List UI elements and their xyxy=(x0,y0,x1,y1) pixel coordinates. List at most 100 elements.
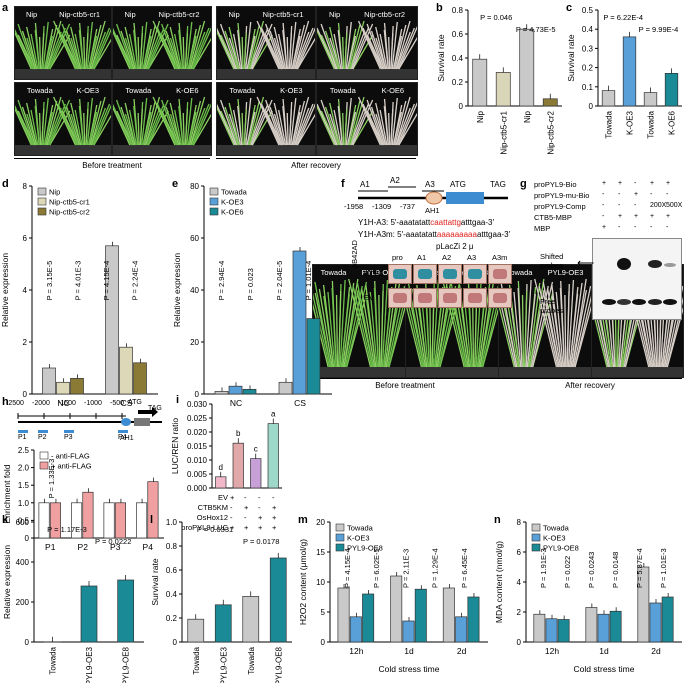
y-tick-label: 0.010 xyxy=(187,456,208,465)
x-tick-label: P1 xyxy=(45,542,56,552)
p-value-annotation: P = 0.0331 xyxy=(197,525,233,534)
region-a1: A1 xyxy=(360,180,370,189)
x-axis-label: Cold stress time xyxy=(379,664,440,674)
legend-swatch xyxy=(335,543,345,552)
y-tick-label: 0 xyxy=(517,638,522,647)
y-tick-label: 8 xyxy=(23,182,28,191)
legend-label: Nip-ctb5-cr1 xyxy=(49,198,90,207)
p-value-annotation: P = 1.17E-3 xyxy=(47,525,87,534)
y-tick-label: 60 xyxy=(190,234,199,243)
y-axis-label: Relative expression xyxy=(2,545,12,619)
emsa-cell: - xyxy=(618,202,621,209)
bar xyxy=(133,362,147,395)
y1h-spot xyxy=(388,264,412,284)
bar xyxy=(228,385,243,395)
bar xyxy=(467,596,480,643)
panel-label-b: b xyxy=(436,2,443,14)
pos-1309: -1309 xyxy=(372,202,392,211)
y-tick-label: 0 xyxy=(195,390,200,399)
photo-label-right: K-OE6 xyxy=(176,86,199,95)
y1h-spot xyxy=(488,264,512,284)
y-axis-label: Survival rate xyxy=(436,34,446,82)
x-tick-label: CS xyxy=(121,398,133,408)
bar xyxy=(187,618,205,643)
bar xyxy=(649,602,662,643)
x-tick-label: Nip-ctb5-cr1 xyxy=(499,110,508,154)
x-tick-label: Towada xyxy=(605,110,614,138)
bar xyxy=(114,502,126,539)
bar xyxy=(103,502,115,539)
region-a2: A2 xyxy=(390,176,400,185)
bar xyxy=(637,566,650,643)
y1h-col-label: pro xyxy=(392,253,403,262)
y-tick-label: 0.5 xyxy=(582,6,594,15)
x-tick-label: 12h xyxy=(349,646,363,656)
x-axis-label: Cold stress time xyxy=(574,664,635,674)
bar xyxy=(455,616,468,643)
p-value-annotation: P = 4.15E-4 xyxy=(102,261,111,301)
p-value-annotation: P = 2.04E-5 xyxy=(275,261,284,301)
y1h-spot xyxy=(413,264,437,284)
legend-swatch xyxy=(335,533,345,542)
y1h-row-label: CTB5 xyxy=(364,269,384,278)
bar xyxy=(49,502,61,539)
y1h-spot xyxy=(488,288,512,308)
legend-label: Towada xyxy=(221,188,248,197)
y-tick-label: 2 xyxy=(517,608,522,617)
legend-swatch xyxy=(531,543,541,552)
emsa-row-label: proPYL9-Bio xyxy=(534,180,577,189)
bar xyxy=(117,579,135,643)
y-tick-label: 2 xyxy=(23,338,28,347)
x-tick-label: P2 xyxy=(78,542,89,552)
bar xyxy=(269,557,287,643)
y-axis-label: LUC/REN ratio xyxy=(170,418,180,474)
y-tick-label: 0 xyxy=(23,390,28,399)
luc-cell: + xyxy=(230,493,235,502)
p-value-annotation: P = 6.22E-4 xyxy=(603,13,643,22)
y-tick-label: 15 xyxy=(316,548,325,557)
panel-label-i: i xyxy=(176,394,180,406)
promoter-tick: -500 xyxy=(110,400,125,407)
h-ah1: AH1 xyxy=(120,435,134,442)
photo-label-right: Nip-ctb5-cr1 xyxy=(59,10,101,19)
luc-row-label: proPYL9-LUC xyxy=(181,523,228,532)
p-value-annotation: P = 1.91E-3 xyxy=(539,548,548,588)
photo-label-right: K-OE3 xyxy=(280,86,303,95)
probe-label: P2 xyxy=(38,434,47,441)
x-tick-label: NC xyxy=(57,398,69,408)
luc-table: EV + - - - CTB5KM - + - + OsHox12- - + + proPYL9-LUC + +… xyxy=(180,493,290,533)
panel-label-f: f xyxy=(341,178,345,190)
emsa-row-label: CTB5-MBP xyxy=(534,213,572,222)
emsa-cell: + xyxy=(650,180,655,187)
significance-letter: c xyxy=(254,445,258,454)
p-value-annotation: P = 2.94E-4 xyxy=(217,261,226,301)
legend-swatch xyxy=(39,461,49,470)
x-tick-label: P4 xyxy=(143,542,154,552)
legend-label: Nip xyxy=(49,188,60,197)
legend-label: K-OE6 xyxy=(221,208,244,217)
emsa-cell: + xyxy=(634,213,639,220)
photo-label-right: Nip-ctb5-cr2 xyxy=(158,10,200,19)
bar xyxy=(214,604,232,643)
probe-label: P4 xyxy=(118,434,127,441)
y-axis-label: Enrichment fold xyxy=(2,464,12,523)
y-tick-label: 0.000 xyxy=(187,484,208,493)
y-axis-label: Relative expression xyxy=(0,253,10,327)
significance-letter: a xyxy=(271,410,276,419)
plant-photo: Nip Nip-ctb5-cr1 xyxy=(216,6,316,80)
p-value-annotation: P = 4.01E-3 xyxy=(74,261,83,301)
x-tick-label: 2d xyxy=(457,646,467,656)
x-tick-label: P3 xyxy=(110,542,121,552)
plasmid-label: pLacZi 2 μ xyxy=(436,242,474,251)
emsa-cell: + xyxy=(666,213,671,220)
panel-label-l: l xyxy=(150,514,154,526)
luc-row-label: EV xyxy=(217,493,228,502)
p-value-annotation: P = 1.01E-3 xyxy=(659,548,668,588)
legend-swatch xyxy=(209,187,219,196)
photo-label-left: Towada xyxy=(125,86,152,95)
y-tick-label: 600 xyxy=(16,518,30,527)
photo-label-left: Towada xyxy=(229,86,256,95)
bar xyxy=(442,587,455,643)
y-tick-label: 0.3 xyxy=(582,44,594,53)
plant-photo: Nip Nip-ctb5-cr1 xyxy=(14,6,112,80)
